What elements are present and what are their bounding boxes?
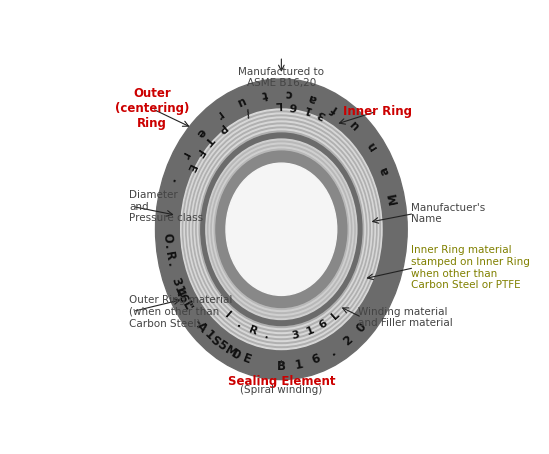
Ellipse shape: [208, 141, 355, 317]
Text: E: E: [184, 163, 197, 173]
Ellipse shape: [196, 127, 367, 331]
Text: Outer
(centering)
Ring: Outer (centering) Ring: [115, 87, 189, 130]
Text: 6: 6: [310, 352, 322, 367]
Text: E: E: [240, 352, 253, 367]
Text: L: L: [329, 309, 341, 321]
Ellipse shape: [226, 163, 337, 296]
Text: u: u: [348, 117, 363, 132]
Text: n: n: [365, 138, 380, 153]
Text: 0: 0: [229, 347, 242, 362]
Text: 6: 6: [317, 318, 329, 331]
Ellipse shape: [214, 149, 349, 310]
Text: R: R: [247, 325, 259, 337]
Text: a: a: [377, 164, 393, 177]
Text: L: L: [179, 300, 194, 312]
Ellipse shape: [182, 111, 380, 347]
Text: r: r: [213, 108, 226, 121]
Text: 3: 3: [316, 108, 328, 120]
Text: 1: 1: [201, 328, 216, 343]
Text: Sealing Element: Sealing Element: [228, 375, 335, 388]
Ellipse shape: [209, 143, 354, 316]
Text: A: A: [194, 320, 210, 335]
Text: u: u: [234, 94, 247, 109]
Ellipse shape: [189, 119, 374, 340]
Text: /: /: [244, 106, 251, 117]
Ellipse shape: [194, 125, 368, 334]
Text: Manufactuer's
Name: Manufactuer's Name: [411, 203, 485, 224]
Text: I: I: [223, 310, 232, 321]
Text: F: F: [193, 147, 205, 159]
Text: 1: 1: [304, 325, 315, 337]
Ellipse shape: [181, 109, 382, 350]
Text: Inner Ring: Inner Ring: [343, 104, 412, 118]
Text: S: S: [208, 333, 222, 349]
Text: Winding material
and Filler material: Winding material and Filler material: [358, 306, 453, 328]
Text: c: c: [284, 86, 293, 99]
Text: 1: 1: [171, 284, 187, 296]
Text: 1: 1: [302, 103, 313, 114]
Ellipse shape: [193, 123, 370, 336]
Text: 3: 3: [168, 276, 183, 288]
Text: .: .: [327, 345, 338, 359]
Text: O: O: [160, 233, 174, 243]
Text: 2: 2: [340, 333, 355, 348]
Ellipse shape: [212, 147, 350, 311]
Text: -: -: [191, 316, 204, 328]
Ellipse shape: [186, 115, 377, 344]
Text: 1: 1: [294, 357, 304, 371]
Ellipse shape: [187, 117, 376, 341]
Text: f: f: [329, 102, 341, 115]
Text: R: R: [162, 251, 176, 262]
Text: .: .: [167, 177, 181, 186]
Text: Manufactured to
ASME B16,20: Manufactured to ASME B16,20: [238, 67, 324, 89]
Text: T: T: [203, 133, 215, 146]
Text: ": ": [181, 302, 195, 314]
Text: .: .: [264, 330, 270, 340]
Text: r: r: [178, 150, 192, 161]
Text: 6: 6: [175, 292, 190, 305]
Text: t: t: [260, 87, 268, 101]
Text: a: a: [307, 90, 318, 105]
Ellipse shape: [216, 151, 347, 307]
Ellipse shape: [198, 129, 365, 330]
Text: B: B: [277, 360, 286, 373]
Text: 0: 0: [354, 320, 369, 335]
Text: 6: 6: [288, 100, 297, 111]
Text: 4: 4: [172, 286, 187, 298]
Text: M: M: [222, 343, 239, 360]
Ellipse shape: [211, 145, 352, 313]
Text: e: e: [193, 126, 208, 140]
Ellipse shape: [184, 113, 379, 345]
Text: Inner Ring material
stamped on Inner Ring
when other than
Carbon Steel or PTFE: Inner Ring material stamped on Inner Rin…: [411, 245, 530, 290]
Ellipse shape: [155, 79, 407, 380]
Text: .: .: [164, 261, 178, 269]
Text: L: L: [273, 99, 281, 110]
Ellipse shape: [201, 133, 362, 326]
Text: P: P: [214, 121, 227, 134]
Text: Diameter
and
Pressure class: Diameter and Pressure class: [130, 190, 204, 223]
Text: Outer Ring material
(when other than
Carbon Steel): Outer Ring material (when other than Car…: [130, 295, 233, 328]
Text: M: M: [385, 191, 400, 205]
Ellipse shape: [206, 139, 357, 320]
Text: 3: 3: [291, 330, 300, 341]
Ellipse shape: [199, 131, 363, 327]
Text: (Spiral winding): (Spiral winding): [240, 385, 322, 395]
Ellipse shape: [191, 121, 372, 337]
Text: .: .: [161, 244, 175, 250]
Text: .: .: [235, 319, 244, 330]
Text: 5: 5: [214, 338, 229, 354]
